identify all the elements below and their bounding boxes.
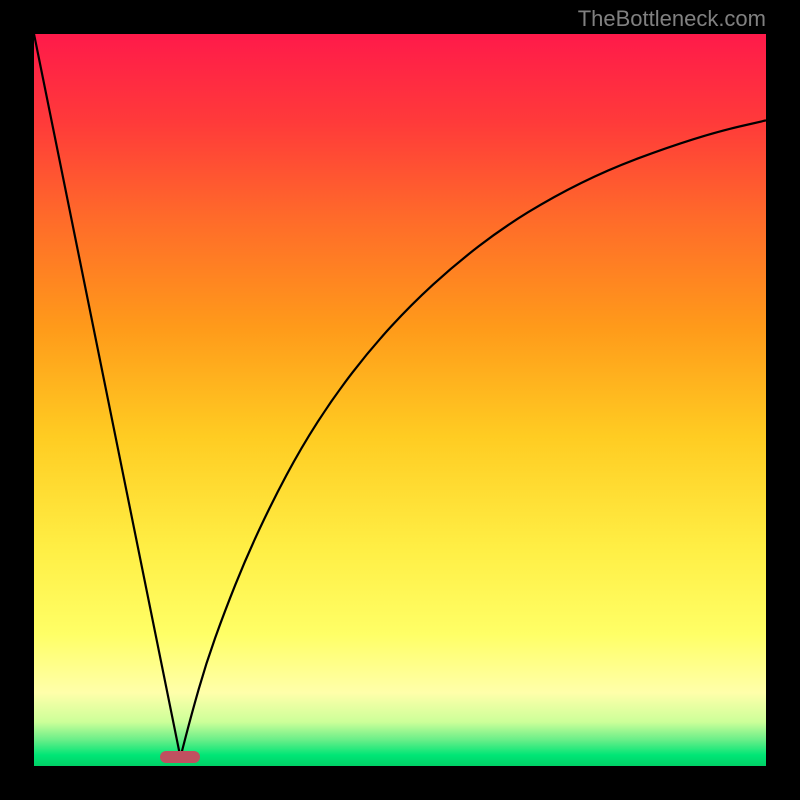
right-curve xyxy=(180,120,766,757)
watermark-text: TheBottleneck.com xyxy=(578,6,766,32)
vertex-marker xyxy=(160,751,200,763)
curve-layer xyxy=(34,34,766,766)
chart-container: TheBottleneck.com xyxy=(0,0,800,800)
plot-area xyxy=(34,34,766,766)
left-line xyxy=(34,34,180,757)
